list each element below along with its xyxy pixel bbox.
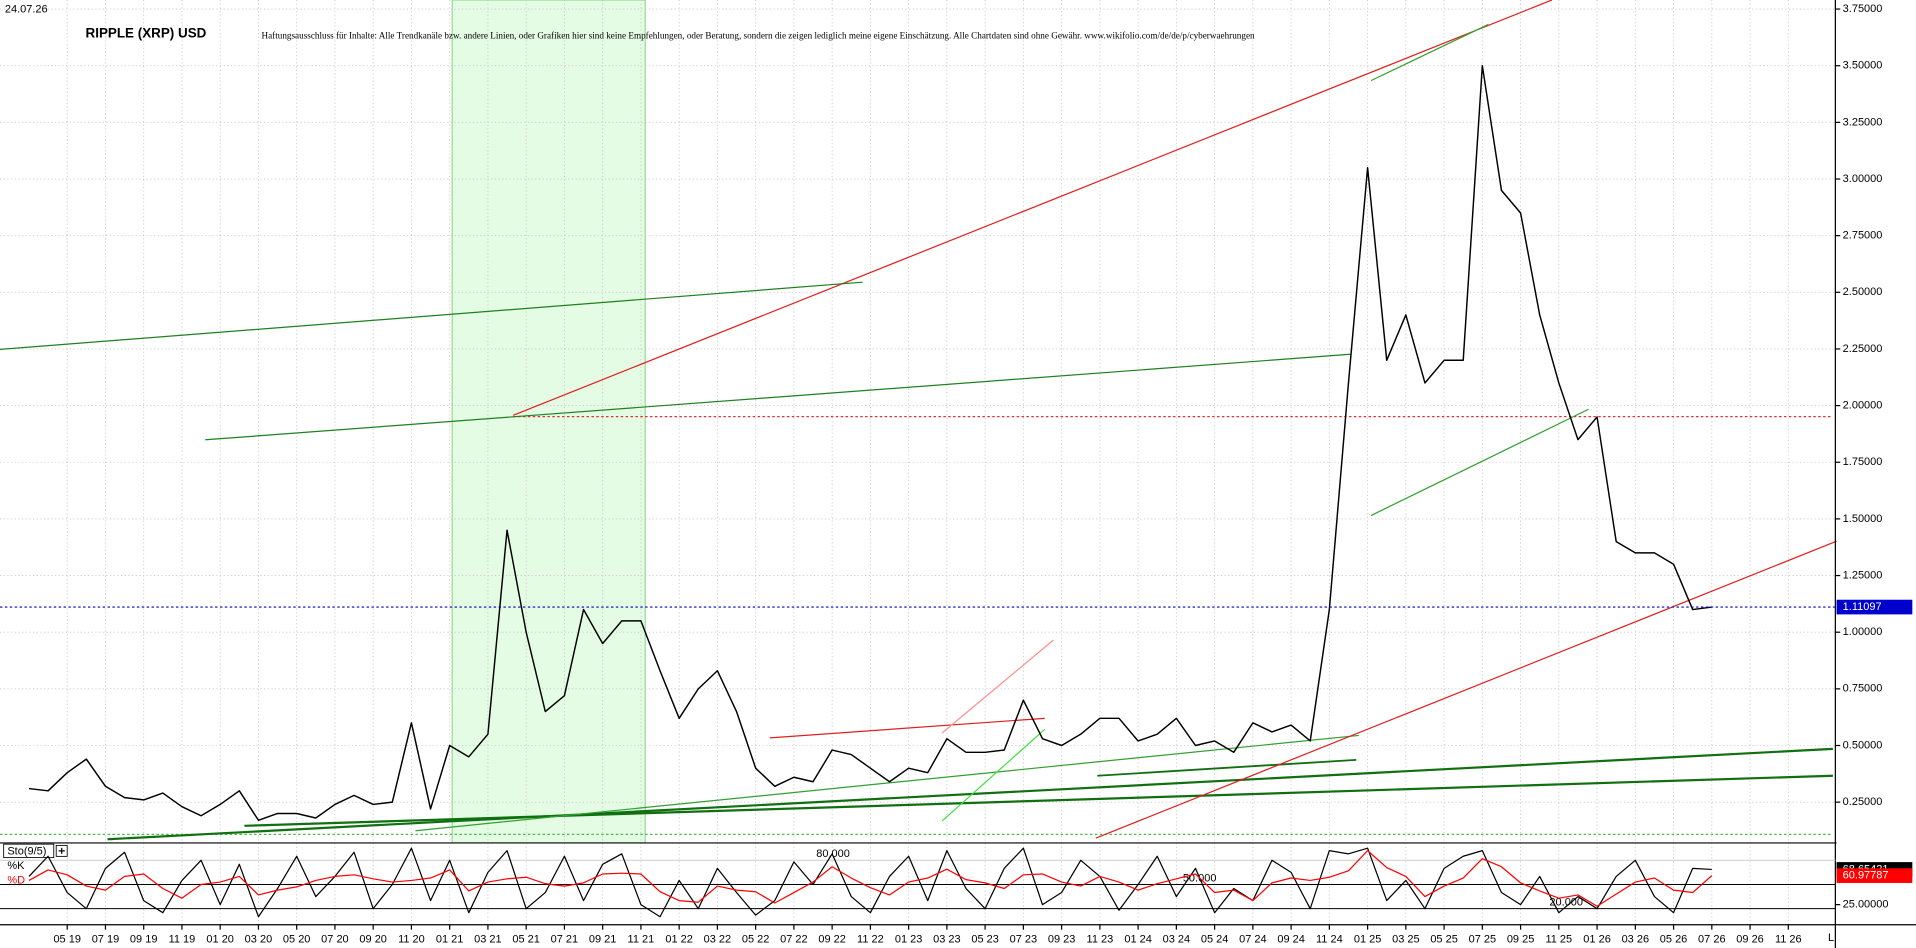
price-line [28,64,1712,822]
x-tick-label: 09 26 [1736,933,1764,945]
x-tick-label: 01 22 [665,933,693,945]
x-tick-label: 05 25 [1430,933,1458,945]
x-tick-label: 01 23 [895,933,923,945]
x-tick-label: 03 23 [933,933,961,945]
current-price-label: 1.11097 [1843,601,1882,613]
trend-line [205,353,1351,441]
x-tick-label: 09 22 [818,933,846,945]
y-tick-label: 1.00000 [1843,626,1883,638]
y-tick-label: 3.00000 [1843,173,1883,185]
x-tick-label: 07 22 [780,933,808,945]
y-tick-label: 2.75000 [1843,230,1883,242]
x-tick-label: 07 21 [551,933,579,945]
x-tick-label: 07 26 [1698,933,1726,945]
x-tick-label: 03 24 [1163,933,1191,945]
trend-line [1095,540,1837,839]
x-tick-label: 03 22 [704,933,732,945]
trend-line [1370,23,1489,82]
x-tick-label: 09 23 [1048,933,1076,945]
x-tick-label: 11 24 [1316,933,1343,945]
y-tick-label: 2.00000 [1843,400,1883,412]
trend-lines [0,0,1837,841]
current-price-box [1836,599,1913,615]
chart-title: RIPPLE (XRP) USD [86,26,207,41]
y-tick-label: 1.50000 [1843,513,1883,525]
trend-line [512,0,1553,416]
x-tick-label: 09 21 [589,933,617,945]
y-tick-label: 2.50000 [1843,286,1883,298]
plus-icon [58,847,65,854]
y-tick-label: 3.50000 [1843,60,1883,72]
x-tick-label: 03 20 [245,933,273,945]
disclaimer: Haftungsausschluss für Inhalte: Alle Tre… [261,31,1255,41]
y-tick-label: 25.00000 [1843,899,1889,911]
x-tick-label: 03 26 [1622,933,1650,945]
x-tick-label: 09 24 [1277,933,1305,945]
y-tick-label: 3.25000 [1843,116,1883,128]
x-tick-label: 07 20 [321,933,349,945]
trend-line [769,717,1045,739]
y-tick-label: 1.75000 [1843,456,1883,468]
value-box-label: 60.97787 [1843,870,1889,882]
trend-line [1370,408,1589,517]
date-label: 24.07.26 [5,4,48,16]
x-tick-label: 09 19 [130,933,158,945]
indicator-box [3,843,55,859]
trend-line [941,639,1054,734]
highlight-zone [451,0,646,844]
grid [0,0,1836,925]
y-tick-label: 3.75000 [1843,3,1883,15]
x-tick-label: 07 25 [1469,933,1497,945]
value-box [1836,868,1913,883]
x-tick-label: 05 23 [971,933,999,945]
x-tick-label: 09 25 [1507,933,1535,945]
x-tick-label: 05 22 [742,933,770,945]
y-tick-label: 0.75000 [1843,683,1883,695]
y-tick-label: 0.25000 [1843,796,1883,808]
trend-line [244,774,1833,827]
x-tick-label: 11 26 [1775,933,1802,945]
x-tick-label: 09 20 [359,933,387,945]
x-tick-label: 11 20 [398,933,425,945]
x-tick-label: 11 19 [169,933,196,945]
legend-label: %K [7,860,25,872]
x-tick-label: 05 24 [1201,933,1229,945]
level-label: 20.000 [1549,896,1583,908]
annotation: L [1828,932,1834,944]
trend-line [0,281,863,351]
trend-line [941,728,1046,822]
x-tick-label: 05 26 [1660,933,1688,945]
indicator-title: Sto(9/5) [7,845,46,857]
x-tick-label: 01 21 [436,933,464,945]
legend-label: %D [7,875,25,887]
y-tick-label: 1.25000 [1843,569,1883,581]
x-tick-label: 01 25 [1354,933,1382,945]
x-tick-label: 11 23 [1087,933,1114,945]
trend-line [1097,758,1357,777]
y-tick-label: 2.25000 [1843,343,1883,355]
trend-line [107,747,1833,841]
x-tick-label: 07 24 [1239,933,1267,945]
x-tick-label: 07 19 [92,933,120,945]
x-tick-label: 11 22 [857,933,884,945]
x-tick-label: 05 20 [283,933,311,945]
x-tick-label: 01 24 [1124,933,1152,945]
x-tick-label: 03 21 [474,933,502,945]
x-tick-label: 01 20 [206,933,234,945]
x-tick-label: 11 25 [1545,933,1572,945]
x-tick-label: 03 25 [1392,933,1420,945]
trend-line [415,734,1359,832]
x-tick-label: 05 21 [512,933,540,945]
level-label: 80.000 [816,848,850,860]
x-tick-label: 07 23 [1010,933,1038,945]
x-tick-label: 01 26 [1583,933,1611,945]
indicator-line [28,849,1713,907]
x-tick-label: 11 21 [628,933,655,945]
y-tick-label: 0.50000 [1843,739,1883,751]
x-tick-label: 05 19 [53,933,81,945]
